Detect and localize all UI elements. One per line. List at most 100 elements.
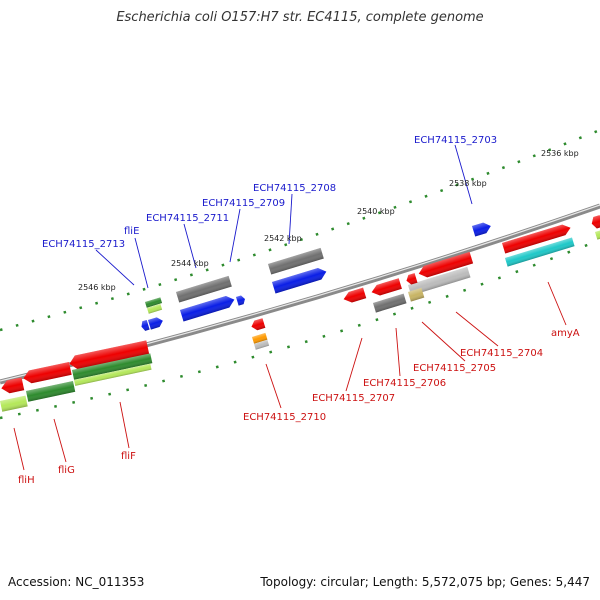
label-leader-line — [95, 249, 135, 286]
cds-shading — [591, 215, 600, 229]
cds-arrow — [272, 267, 327, 294]
cds-shading — [418, 251, 474, 278]
cds-shading — [1, 377, 25, 394]
label-leader-line — [119, 401, 130, 449]
cds-arrow — [505, 237, 575, 267]
label-leader-line — [345, 337, 363, 392]
cds-arrow — [254, 339, 270, 350]
gene-label-top: ECH74115_2708 — [253, 183, 336, 194]
kbp-tick-label: 2542 kbp — [264, 234, 302, 243]
cds-shading — [595, 229, 600, 240]
cds-arrow — [0, 395, 28, 412]
cds-arrow — [251, 318, 266, 331]
cds-arrow — [145, 297, 163, 308]
gene-label-top: fliE — [124, 226, 139, 237]
cds-arrow — [268, 247, 324, 275]
label-leader-line — [395, 327, 401, 377]
cds-arrow — [408, 287, 425, 302]
cds-shading — [148, 317, 163, 330]
cds-shading — [252, 332, 268, 344]
cds-shading — [74, 363, 152, 386]
cds-arrow — [147, 303, 163, 314]
cds-arrow — [418, 251, 474, 278]
label-leader-line — [13, 427, 25, 471]
gene-label-bottom: ECH74115_2706 — [363, 378, 446, 389]
cds-arrow — [371, 278, 402, 296]
cds-shading — [176, 275, 232, 303]
cds-shading — [69, 340, 150, 370]
gene-label-bottom: fliG — [58, 465, 75, 476]
cds-arrow — [236, 295, 245, 306]
cds-arrow — [408, 266, 471, 296]
cds-shading — [268, 247, 324, 275]
label-leader-line — [454, 144, 473, 205]
cds-arrow — [23, 362, 72, 384]
gene-label-bottom: ECH74115_2707 — [312, 393, 395, 404]
cds-arrow — [69, 340, 150, 370]
kbp-tick-label: 2546 kbp — [78, 283, 116, 292]
kbp-tick-label: 2540 kbp — [357, 207, 395, 216]
cds-shading — [406, 273, 418, 285]
cds-shading — [141, 319, 150, 331]
cds-arrow — [472, 222, 491, 237]
kbp-tick-label: 2544 kbp — [171, 259, 209, 268]
gene-label-top: ECH74115_2713 — [42, 239, 125, 250]
gene-label-bottom: fliH — [18, 475, 35, 486]
cds-arrow — [180, 295, 235, 322]
cds-arrow — [343, 287, 367, 303]
cds-arrow — [72, 353, 153, 380]
cds-shading — [472, 222, 491, 237]
kbp-tick-label: 2536 kbp — [541, 149, 579, 158]
label-leader-line — [265, 363, 282, 409]
gene-label-bottom: fliF — [121, 451, 136, 462]
kbp-tick-label: 2538 kbp — [449, 179, 487, 188]
cds-arrow — [148, 317, 163, 330]
label-leader-line — [421, 321, 466, 362]
cds-arrow — [1, 377, 25, 394]
cds-shading — [0, 395, 28, 412]
gene-label-bottom: ECH74115_2704 — [460, 348, 543, 359]
cds-shading — [408, 266, 471, 296]
cds-shading — [343, 287, 367, 303]
gene-label-top: ECH74115_2703 — [414, 135, 497, 146]
gene-label-bottom: ECH74115_2710 — [243, 412, 326, 423]
cds-shading — [251, 318, 266, 331]
cds-arrow — [26, 381, 76, 402]
cds-arrow — [591, 215, 600, 229]
cds-arrow — [373, 293, 407, 313]
label-leader-line — [134, 237, 149, 289]
cds-shading — [373, 293, 407, 313]
cds-arrow — [252, 332, 268, 344]
cds-shading — [272, 267, 327, 294]
accession-text: Accession: NC_011353 — [8, 575, 145, 589]
label-leader-line — [547, 281, 567, 326]
cds-arrow — [502, 224, 571, 254]
genome-summary-text: Topology: circular; Length: 5,572,075 bp… — [260, 575, 590, 589]
cds-arrow — [406, 273, 418, 285]
cds-arrow — [74, 363, 152, 386]
gene-label-top: ECH74115_2711 — [146, 213, 229, 224]
label-leader-line — [455, 311, 499, 347]
label-leader-line — [229, 208, 241, 263]
page-title: Escherichia coli O157:H7 str. EC4115, co… — [116, 10, 484, 25]
cds-shading — [371, 278, 402, 296]
cds-shading — [26, 381, 76, 402]
cds-shading — [254, 339, 270, 350]
tick-track-inner — [0, 238, 600, 420]
cds-shading — [147, 303, 163, 314]
gene-label-bottom: ECH74115_2705 — [413, 363, 496, 374]
label-leader-line — [183, 223, 197, 269]
cds-shading — [72, 353, 153, 380]
label-leader-line — [53, 418, 67, 463]
cds-shading — [502, 224, 571, 254]
cds-shading — [23, 362, 72, 384]
gene-label-top: ECH74115_2709 — [202, 198, 285, 209]
label-leader-line — [288, 193, 293, 245]
cds-shading — [408, 287, 425, 302]
gene-label-bottom: amyA — [551, 328, 580, 339]
cds-shading — [180, 295, 235, 322]
cds-shading — [505, 237, 575, 267]
cds-arrow — [141, 319, 150, 331]
cds-arrow — [595, 229, 600, 240]
